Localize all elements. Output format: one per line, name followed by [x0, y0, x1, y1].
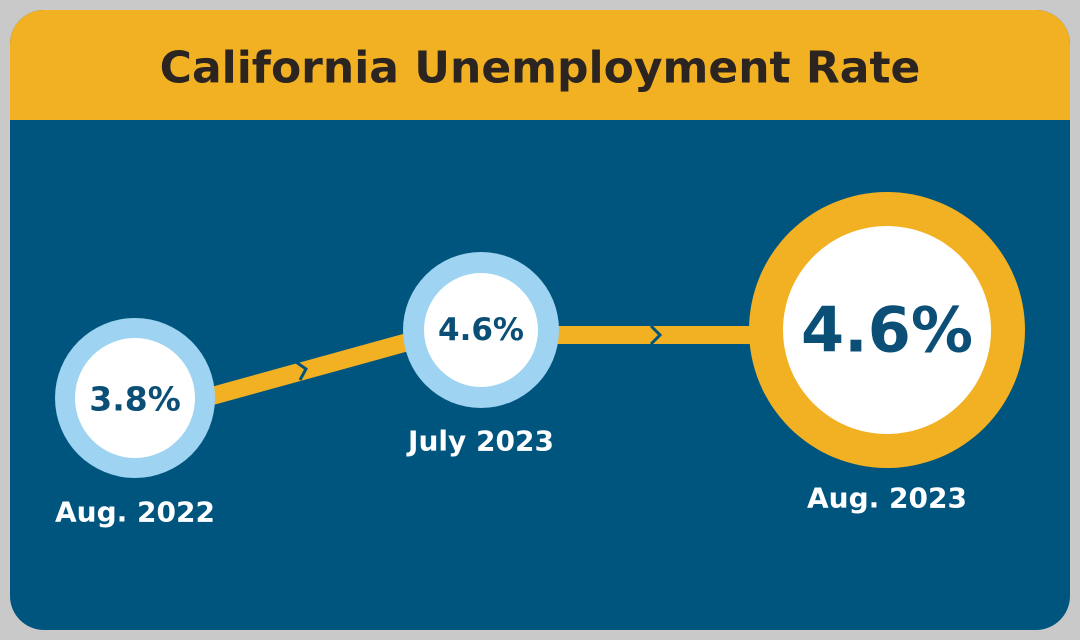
- disc: [75, 338, 195, 458]
- rate: 4.6%: [801, 294, 973, 367]
- rate: 3.8%: [89, 380, 181, 419]
- title-band: [10, 10, 1070, 120]
- rate: 4.6%: [438, 312, 524, 348]
- connector: [202, 331, 418, 407]
- chevron: [649, 324, 663, 346]
- date-label: Aug. 2023: [807, 482, 967, 515]
- chevron: [295, 360, 308, 381]
- date-label: July 2023: [406, 425, 554, 458]
- title: California Unemployment Rate: [160, 43, 921, 94]
- date-label: Aug. 2022: [55, 496, 215, 529]
- disc: [424, 273, 538, 387]
- disc: [783, 226, 991, 434]
